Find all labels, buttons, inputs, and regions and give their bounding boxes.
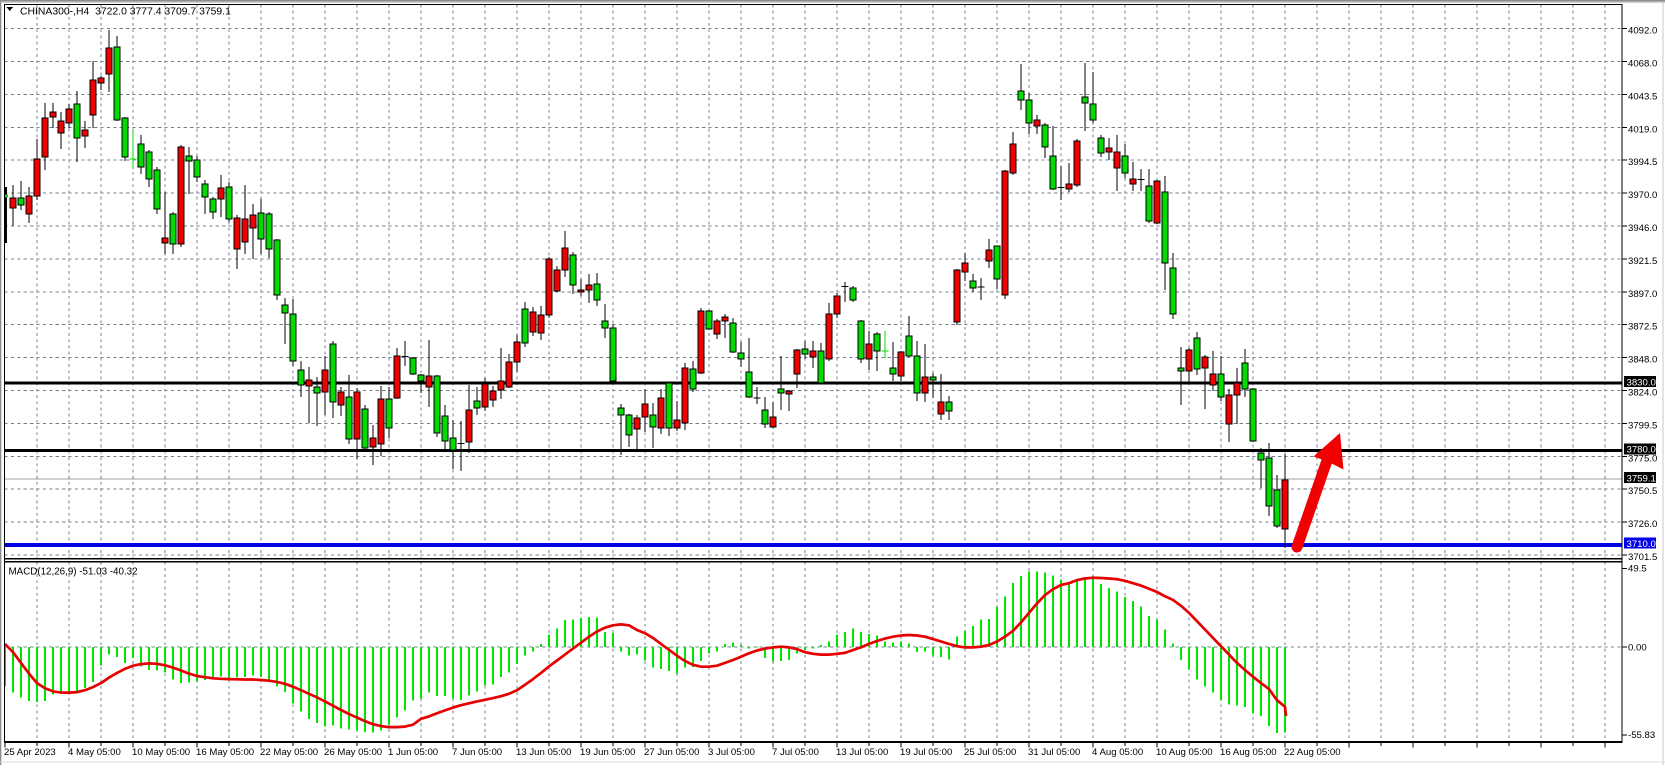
- svg-text:3897.0: 3897.0: [1628, 289, 1657, 300]
- svg-text:3872.5: 3872.5: [1628, 322, 1657, 333]
- svg-text:0.00: 0.00: [1628, 642, 1647, 653]
- svg-text:4 May 05:00: 4 May 05:00: [68, 747, 121, 758]
- svg-text:25 Apr 2023: 25 Apr 2023: [4, 747, 56, 758]
- svg-text:-55.83: -55.83: [1628, 730, 1655, 741]
- svg-text:3921.5: 3921.5: [1628, 256, 1657, 267]
- svg-text:3759.1: 3759.1: [1627, 474, 1656, 485]
- svg-text:4092.0: 4092.0: [1628, 26, 1657, 37]
- svg-text:CHINA300-,H4 3722.0 3777.4 37: CHINA300-,H4 3722.0 3777.4 3709.7 3759.1: [20, 7, 231, 18]
- svg-text:7 Jul 05:00: 7 Jul 05:00: [772, 747, 819, 758]
- svg-text:27 Jun 05:00: 27 Jun 05:00: [644, 747, 699, 758]
- svg-text:22 May 05:00: 22 May 05:00: [260, 747, 318, 758]
- svg-text:26 May 05:00: 26 May 05:00: [324, 747, 382, 758]
- svg-text:MACD(12,26,9) -51.03 -40.32: MACD(12,26,9) -51.03 -40.32: [9, 567, 138, 578]
- svg-text:4 Aug 05:00: 4 Aug 05:00: [1092, 747, 1143, 758]
- svg-text:4043.5: 4043.5: [1628, 91, 1657, 102]
- svg-text:3830.0: 3830.0: [1627, 378, 1656, 389]
- svg-text:22 Aug 05:00: 22 Aug 05:00: [1284, 747, 1341, 758]
- svg-text:1 Jun 05:00: 1 Jun 05:00: [388, 747, 438, 758]
- svg-text:3775.0: 3775.0: [1628, 453, 1657, 464]
- svg-text:10 Aug 05:00: 10 Aug 05:00: [1156, 747, 1213, 758]
- svg-text:3946.0: 3946.0: [1628, 223, 1657, 234]
- svg-text:16 Aug 05:00: 16 Aug 05:00: [1220, 747, 1277, 758]
- svg-text:16 May 05:00: 16 May 05:00: [196, 747, 254, 758]
- svg-text:3701.5: 3701.5: [1628, 552, 1657, 563]
- svg-text:4068.0: 4068.0: [1628, 59, 1657, 70]
- svg-text:4019.0: 4019.0: [1628, 124, 1657, 135]
- svg-text:3970.0: 3970.0: [1628, 190, 1657, 201]
- svg-text:19 Jun 05:00: 19 Jun 05:00: [580, 747, 635, 758]
- svg-text:3 Jul 05:00: 3 Jul 05:00: [708, 747, 755, 758]
- svg-text:3994.5: 3994.5: [1628, 157, 1657, 168]
- svg-text:19 Jul 05:00: 19 Jul 05:00: [900, 747, 952, 758]
- svg-text:3780.0: 3780.0: [1627, 445, 1656, 456]
- svg-text:7 Jun 05:00: 7 Jun 05:00: [452, 747, 502, 758]
- svg-text:31 Jul 05:00: 31 Jul 05:00: [1028, 747, 1080, 758]
- svg-text:3824.0: 3824.0: [1628, 388, 1657, 399]
- svg-text:3848.0: 3848.0: [1628, 355, 1657, 366]
- svg-text:3750.5: 3750.5: [1628, 486, 1657, 497]
- svg-text:13 Jul 05:00: 13 Jul 05:00: [836, 747, 888, 758]
- svg-text:3726.0: 3726.0: [1628, 519, 1657, 530]
- svg-text:25 Jul 05:00: 25 Jul 05:00: [964, 747, 1016, 758]
- svg-text:49.5: 49.5: [1628, 564, 1647, 575]
- svg-text:3799.5: 3799.5: [1628, 420, 1657, 431]
- svg-text:10 May 05:00: 10 May 05:00: [132, 747, 190, 758]
- svg-text:3710.0: 3710.0: [1627, 539, 1656, 550]
- svg-text:13 Jun 05:00: 13 Jun 05:00: [516, 747, 571, 758]
